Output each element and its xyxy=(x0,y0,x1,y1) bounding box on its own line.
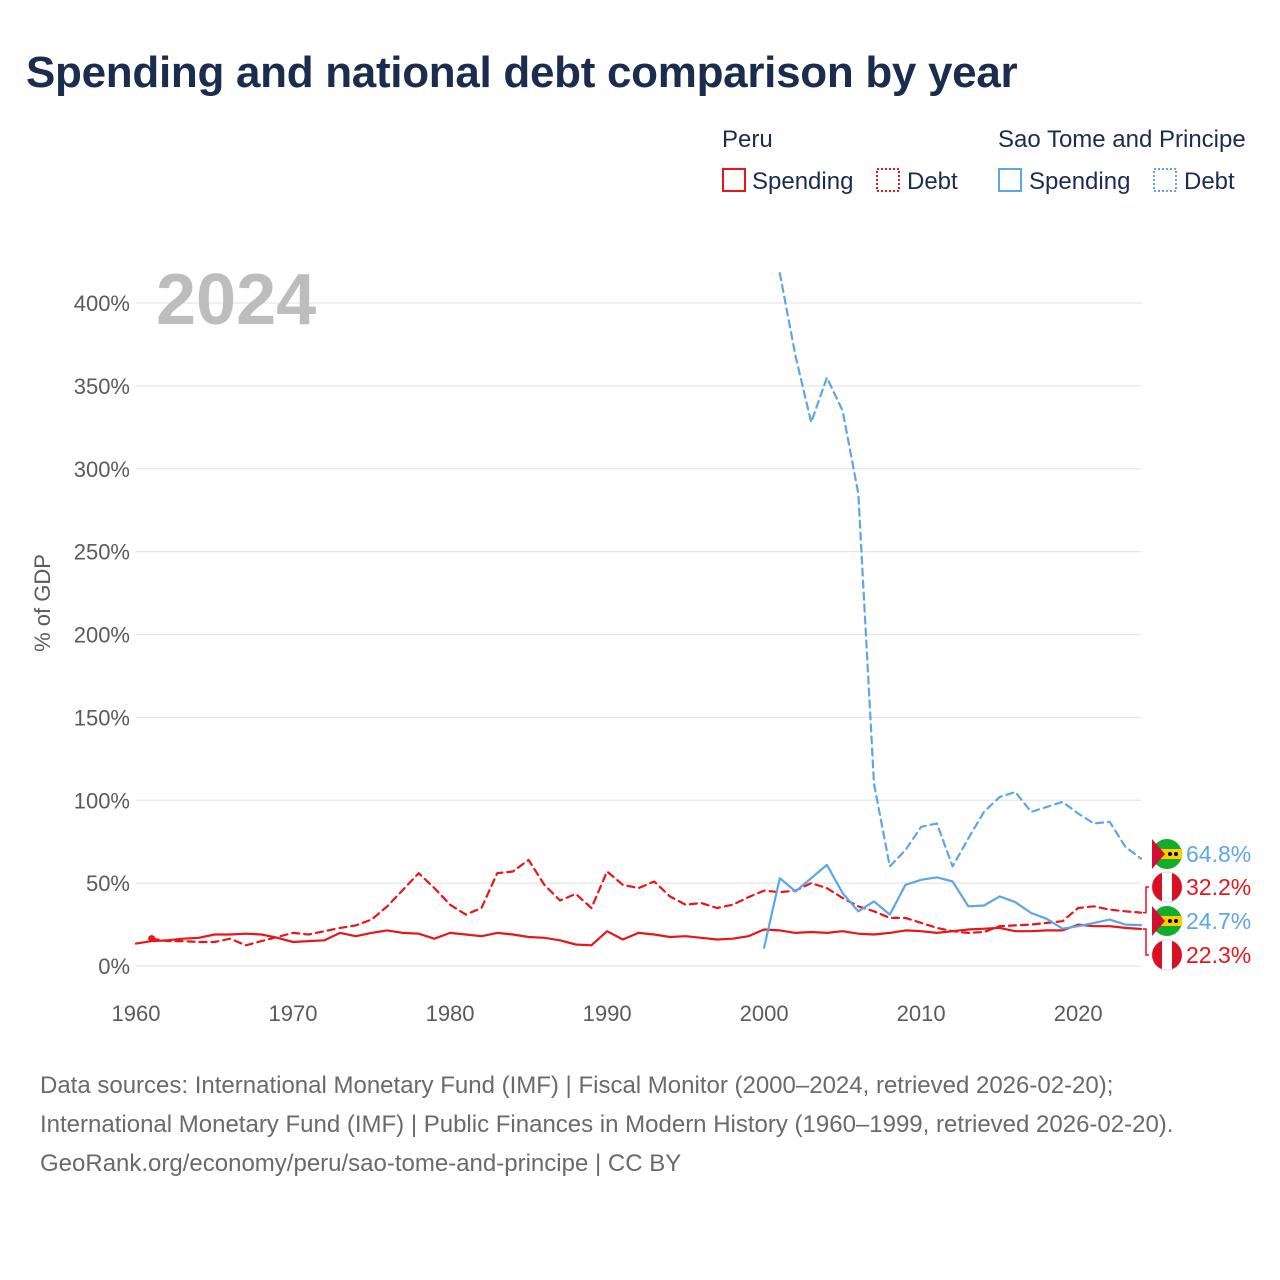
series-lines xyxy=(134,272,1143,949)
current-year-label: 2024 xyxy=(156,260,316,340)
data-sources: Data sources: International Monetary Fun… xyxy=(40,1072,1174,1138)
end-value-label: 32.2% xyxy=(1186,874,1251,900)
legend-swatch-stp-debt xyxy=(1153,168,1177,192)
x-tick-label: 2000 xyxy=(740,1001,789,1026)
series-line-peru-spending[interactable] xyxy=(134,923,1143,947)
y-axis-title: % of GDP xyxy=(30,554,55,652)
footer: Data sources: International Monetary Fun… xyxy=(40,1066,1240,1183)
end-value-label: 24.7% xyxy=(1186,908,1251,934)
y-tick-label: 50% xyxy=(86,871,130,896)
y-tick-label: 200% xyxy=(74,623,130,648)
sao-tome-flag-icon xyxy=(1152,839,1182,869)
x-tick-label: 1960 xyxy=(112,1001,161,1026)
y-tick-label: 300% xyxy=(74,457,130,482)
gridlines xyxy=(136,302,1141,967)
end-labels: 64.8% 32.2% 24.7% 22.3% xyxy=(1143,839,1251,971)
end-value-label: 64.8% xyxy=(1186,841,1251,867)
legend-group-sao-tome: Sao Tome and Principe xyxy=(998,126,1246,153)
y-tick-label: 350% xyxy=(74,374,130,399)
series-start-point xyxy=(148,935,156,943)
x-tick-label: 1980 xyxy=(426,1001,475,1026)
legend-label-peru-spending: Spending xyxy=(752,168,853,195)
y-tick-label: 400% xyxy=(74,291,130,316)
legend-swatch-peru-spending xyxy=(722,168,746,192)
series-line-peru-debt[interactable] xyxy=(150,858,1143,947)
y-tick-label: 250% xyxy=(74,540,130,565)
series-line-sao-tome-and-principe-spending[interactable] xyxy=(762,863,1143,949)
x-tick-label: 2010 xyxy=(897,1001,946,1026)
x-tick-label: 1970 xyxy=(269,1001,318,1026)
x-axis-ticks: 1960 1970 1980 1990 2000 2010 2020 xyxy=(112,1001,1103,1026)
peru-flag-icon xyxy=(1151,939,1183,971)
y-tick-label: 0% xyxy=(98,954,130,979)
end-label-connector xyxy=(1143,886,1149,914)
end-value-label: 22.3% xyxy=(1186,942,1251,968)
y-tick-label: 100% xyxy=(74,788,130,813)
x-tick-label: 2020 xyxy=(1054,1001,1103,1026)
end-label-connector xyxy=(1143,928,1149,956)
legend-label-peru-debt: Debt xyxy=(907,168,958,195)
credit-link[interactable]: GeoRank.org/economy/peru/sao-tome-and-pr… xyxy=(40,1150,682,1177)
legend-swatch-peru-debt xyxy=(876,168,900,192)
legend-label-stp-debt: Debt xyxy=(1184,168,1235,195)
peru-flag-icon xyxy=(1151,871,1183,903)
y-tick-label: 150% xyxy=(74,705,130,730)
legend-group-peru: Peru xyxy=(722,126,773,153)
legend-swatch-stp-spending xyxy=(998,168,1022,192)
x-tick-label: 1990 xyxy=(583,1001,632,1026)
y-axis-ticks: 0% 50% 100% 150% 200% 250% 300% 350% 400% xyxy=(74,291,130,979)
sao-tome-flag-icon xyxy=(1152,906,1182,936)
series-line-sao-tome-and-principe-debt[interactable] xyxy=(778,272,1143,868)
line-chart: Peru Spending Debt Sao Tome and Principe… xyxy=(30,126,1251,1026)
legend-label-stp-spending: Spending xyxy=(1029,168,1130,195)
chart-title: Spending and national debt comparison by… xyxy=(26,48,1018,97)
legend: Peru Spending Debt Sao Tome and Principe… xyxy=(722,126,1246,195)
